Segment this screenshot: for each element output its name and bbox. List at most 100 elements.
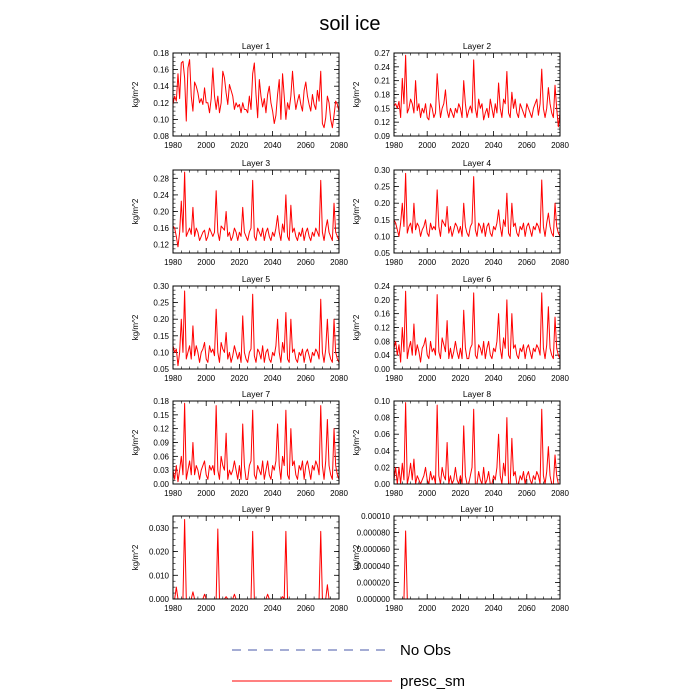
- y-tick-label: 0.000020: [357, 578, 391, 587]
- y-tick-label: 0.20: [153, 315, 169, 324]
- x-tick-label: 2040: [264, 604, 282, 613]
- x-tick-label: 2020: [452, 489, 470, 498]
- x-tick-label: 2060: [297, 604, 315, 613]
- y-tick-label: 0.000040: [357, 562, 391, 571]
- figure-title: soil ice: [319, 13, 380, 35]
- y-tick-label: 0.12: [153, 99, 169, 108]
- y-tick-label: 0.00: [153, 480, 169, 489]
- y-tick-label: 0.09: [374, 132, 390, 141]
- x-tick-label: 2020: [452, 258, 470, 267]
- x-tick-label: 1980: [164, 258, 182, 267]
- y-tick-label: 0.06: [374, 430, 390, 439]
- x-tick-label: 2000: [197, 141, 215, 150]
- y-tick-label: 0.15: [374, 216, 390, 225]
- y-tick-label: 0.04: [374, 351, 390, 360]
- series-line-presc-sm: [172, 59, 340, 129]
- y-axis-label: kg/m^2: [131, 81, 140, 107]
- series-line-presc-sm: [172, 402, 340, 483]
- plot-frame: [172, 52, 340, 137]
- x-tick-label: 2060: [297, 489, 315, 498]
- x-tick-label: 2080: [330, 489, 348, 498]
- y-tick-label: 0.08: [153, 132, 169, 141]
- x-tick-label: 2060: [518, 258, 536, 267]
- legend-label-presc-sm: presc_sm: [400, 673, 465, 690]
- x-tick-label: 2040: [485, 604, 503, 613]
- plot-frame: [172, 515, 340, 600]
- y-tick-label: 0.04: [374, 447, 390, 456]
- panel-layer-5: Layer 5 kg/m^2 1980 2000 2020 2040 2060 2080 0.0…: [131, 274, 348, 383]
- series-line-presc-sm: [172, 171, 340, 248]
- panel-title: Layer 9: [242, 504, 271, 514]
- legend-label-no-obs: No Obs: [400, 642, 451, 659]
- y-tick-label: 0.16: [153, 66, 169, 75]
- plot-frame: [172, 400, 340, 485]
- x-tick-label: 2060: [518, 489, 536, 498]
- plot-frame: [393, 285, 561, 370]
- y-tick-label: 0.00010: [361, 512, 390, 521]
- panel-layer-4: Layer 4 kg/m^2 1980 2000 2020 2040 2060 2080 0.0…: [352, 158, 569, 267]
- x-tick-label: 2080: [551, 374, 569, 383]
- y-tick-label: 0.25: [153, 299, 169, 308]
- series-line-presc-sm: [393, 402, 560, 485]
- y-tick-label: 0.18: [153, 397, 169, 406]
- y-tick-label: 0.06: [153, 452, 169, 461]
- x-tick-label: 2040: [485, 141, 503, 150]
- y-tick-label: 0.10: [153, 115, 169, 124]
- x-tick-label: 2060: [518, 141, 536, 150]
- x-tick-label: 2040: [264, 489, 282, 498]
- x-tick-label: 2080: [330, 258, 348, 267]
- panel-title: Layer 6: [463, 274, 492, 284]
- x-tick-label: 2080: [330, 374, 348, 383]
- y-axis-label: kg/m^2: [131, 544, 140, 570]
- y-axis-label: kg/m^2: [131, 198, 140, 224]
- plot-frame: [172, 169, 340, 254]
- x-tick-label: 2020: [231, 489, 249, 498]
- y-tick-label: 0.10: [153, 348, 169, 357]
- series-line-presc-sm: [394, 530, 560, 600]
- x-tick-label: 1980: [385, 258, 403, 267]
- x-tick-label: 2080: [330, 141, 348, 150]
- series-line-presc-sm: [393, 290, 561, 363]
- x-tick-label: 2060: [297, 374, 315, 383]
- y-tick-label: 0.20: [153, 208, 169, 217]
- plot-frame: [393, 52, 561, 137]
- y-tick-label: 0.24: [374, 282, 390, 291]
- x-tick-label: 2080: [551, 258, 569, 267]
- x-tick-label: 2040: [264, 258, 282, 267]
- x-tick-label: 2040: [264, 141, 282, 150]
- panel-title: Layer 10: [460, 504, 493, 514]
- y-tick-label: 0.18: [374, 91, 390, 100]
- y-tick-label: 0.10: [374, 232, 390, 241]
- panel-layer-2: Layer 2 kg/m^2 1980 2000 2020 2040 2060 2080 0.0…: [352, 41, 569, 150]
- x-tick-label: 2020: [231, 258, 249, 267]
- y-tick-label: 0.27: [374, 49, 390, 58]
- y-tick-label: 0.00: [374, 365, 390, 374]
- y-tick-label: 0.14: [153, 82, 169, 91]
- y-tick-label: 0.000000: [357, 595, 391, 604]
- y-tick-label: 0.03: [153, 466, 169, 475]
- y-tick-label: 0.30: [153, 282, 169, 291]
- y-tick-label: 0.15: [153, 411, 169, 420]
- x-tick-label: 2060: [297, 141, 315, 150]
- y-tick-label: 0.16: [153, 224, 169, 233]
- y-tick-label: 0.15: [153, 332, 169, 341]
- x-tick-label: 2000: [418, 141, 436, 150]
- y-tick-label: 0.00: [374, 480, 390, 489]
- x-tick-label: 2000: [418, 489, 436, 498]
- panel-layer-6: Layer 6 kg/m^2 1980 2000 2020 2040 2060 2080 0.0…: [352, 274, 569, 383]
- x-tick-label: 2060: [518, 374, 536, 383]
- y-tick-label: 0.12: [374, 324, 390, 333]
- x-tick-label: 2000: [418, 374, 436, 383]
- panel-layer-10: Layer 10 kg/m^2 1980 2000 2020 2040 2060 2080 0.…: [352, 504, 569, 613]
- x-tick-label: 2020: [231, 604, 249, 613]
- legend: No Obs presc_sm: [232, 642, 465, 690]
- plot-frame: [393, 169, 561, 254]
- panel-title: Layer 1: [242, 41, 271, 51]
- y-tick-label: 0.000060: [357, 545, 391, 554]
- y-tick-label: 0.20: [374, 296, 390, 305]
- x-tick-label: 2000: [197, 604, 215, 613]
- panel-title: Layer 4: [463, 158, 492, 168]
- x-tick-label: 2020: [452, 604, 470, 613]
- x-tick-label: 2020: [452, 374, 470, 383]
- plot-frame: [393, 515, 561, 600]
